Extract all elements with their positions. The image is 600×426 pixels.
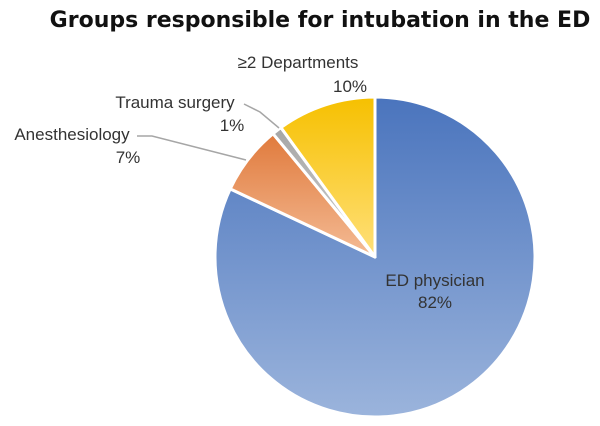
slice-label-anesthesiology: Anesthesiology [14,125,130,144]
slice-value-trauma-surgery: 1% [220,116,245,135]
slice-value-anesthesiology: 7% [116,148,141,167]
pie-slice-2-departments [279,95,377,259]
chart-title: Groups responsible for intubation in the… [49,8,591,33]
slice-value-ed-physician: 82% [418,293,452,312]
slice-label-2-departments: ≥2 Departments [238,53,359,72]
slice-label-ed-physician: ED physician [385,271,484,290]
slice-label-trauma-surgery: Trauma surgery [115,93,235,112]
leader-line-anesthesiology [137,135,247,161]
slice-value-2-departments: 10% [333,77,367,96]
leader-line-trauma-surgery [243,103,280,129]
